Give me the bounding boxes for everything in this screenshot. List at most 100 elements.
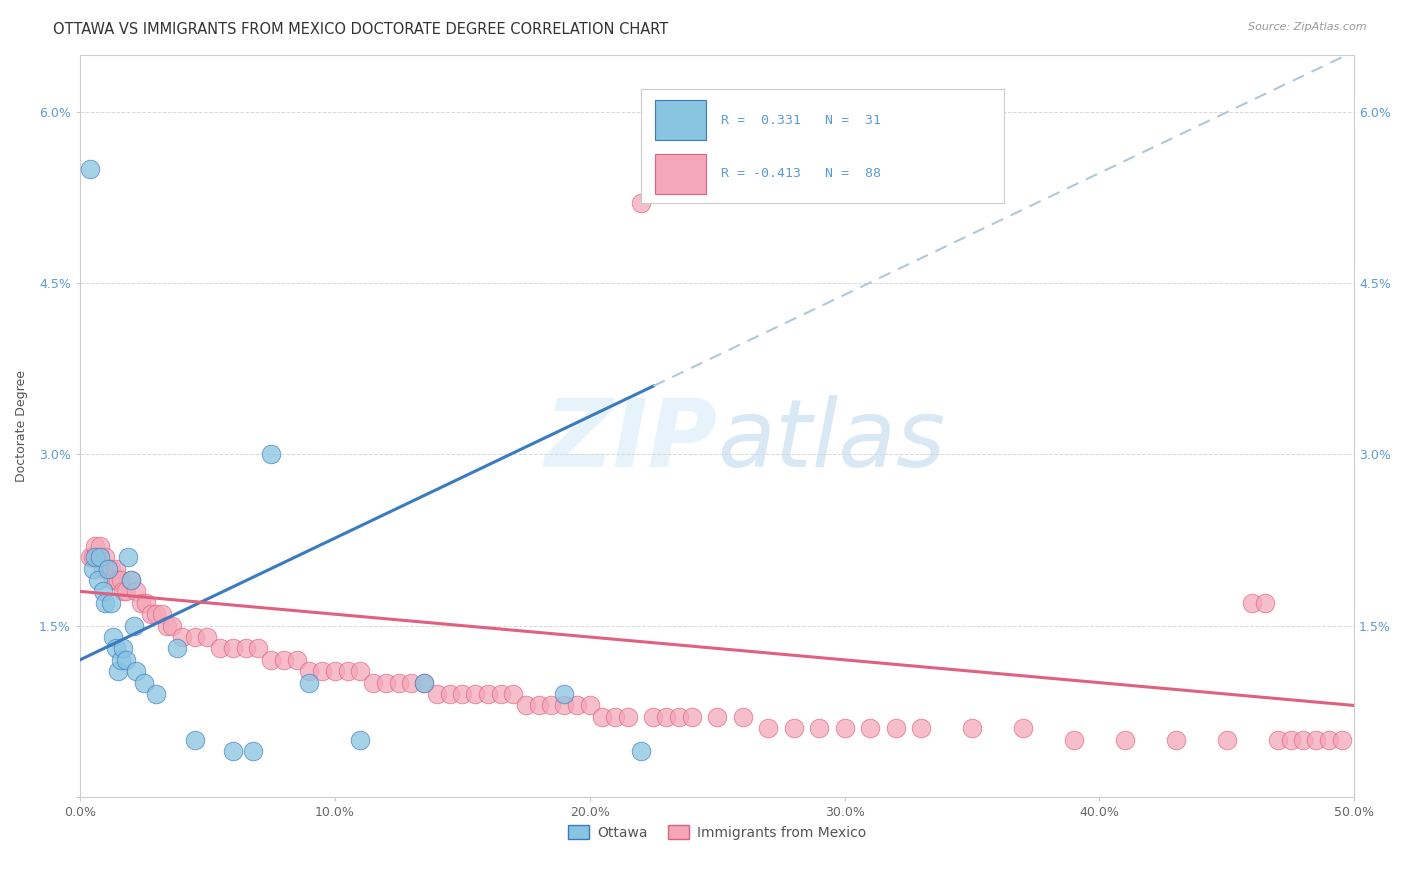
Point bbox=[630, 196, 652, 211]
Point bbox=[527, 698, 550, 713]
Point bbox=[311, 665, 333, 679]
Legend: Ottawa, Immigrants from Mexico: Ottawa, Immigrants from Mexico bbox=[562, 820, 872, 846]
Point bbox=[681, 710, 703, 724]
Point bbox=[82, 550, 104, 565]
Point bbox=[110, 653, 132, 667]
Point bbox=[782, 721, 804, 735]
Point bbox=[115, 584, 138, 599]
Point bbox=[117, 550, 139, 565]
Point bbox=[104, 641, 127, 656]
Point bbox=[145, 687, 167, 701]
Point bbox=[87, 573, 110, 587]
Point bbox=[578, 698, 600, 713]
Point bbox=[655, 710, 678, 724]
Point bbox=[553, 687, 575, 701]
Point bbox=[1267, 732, 1289, 747]
Point bbox=[413, 675, 436, 690]
Point bbox=[285, 653, 308, 667]
Point bbox=[565, 698, 588, 713]
Point bbox=[1292, 732, 1315, 747]
Point bbox=[859, 721, 882, 735]
Point bbox=[79, 550, 101, 565]
Point bbox=[451, 687, 474, 701]
Point bbox=[439, 687, 461, 701]
Point bbox=[1164, 732, 1187, 747]
Point bbox=[808, 721, 831, 735]
Point bbox=[122, 618, 145, 632]
Point bbox=[120, 573, 142, 587]
Point bbox=[540, 698, 562, 713]
Point bbox=[112, 641, 135, 656]
Point bbox=[668, 710, 690, 724]
Point bbox=[87, 550, 110, 565]
Point bbox=[84, 550, 107, 565]
Point bbox=[591, 710, 613, 724]
Point bbox=[170, 630, 193, 644]
Point bbox=[349, 732, 371, 747]
Point bbox=[1241, 596, 1264, 610]
Point bbox=[94, 550, 117, 565]
Point bbox=[125, 665, 148, 679]
Point bbox=[910, 721, 932, 735]
Point bbox=[1216, 732, 1239, 747]
Point bbox=[97, 561, 120, 575]
Point bbox=[160, 618, 183, 632]
Point bbox=[97, 561, 120, 575]
Point bbox=[756, 721, 779, 735]
Point bbox=[374, 675, 396, 690]
Point bbox=[477, 687, 499, 701]
Point bbox=[235, 641, 257, 656]
Point bbox=[141, 607, 163, 622]
Point bbox=[1279, 732, 1302, 747]
Point bbox=[1330, 732, 1353, 747]
Point bbox=[91, 584, 114, 599]
Text: atlas: atlas bbox=[717, 395, 945, 486]
Point bbox=[731, 710, 754, 724]
Point bbox=[323, 665, 346, 679]
Point bbox=[135, 596, 157, 610]
Point bbox=[884, 721, 907, 735]
Point bbox=[89, 550, 111, 565]
Text: Source: ZipAtlas.com: Source: ZipAtlas.com bbox=[1249, 22, 1367, 32]
Point bbox=[298, 665, 321, 679]
Point bbox=[260, 653, 283, 667]
Point bbox=[100, 561, 122, 575]
Point bbox=[166, 641, 188, 656]
Point bbox=[183, 630, 205, 644]
Point bbox=[349, 665, 371, 679]
Point bbox=[273, 653, 295, 667]
Point bbox=[112, 584, 135, 599]
Point bbox=[553, 698, 575, 713]
Point bbox=[413, 675, 436, 690]
Point bbox=[489, 687, 512, 701]
Point bbox=[197, 630, 219, 644]
Point bbox=[298, 675, 321, 690]
Point bbox=[960, 721, 983, 735]
Point bbox=[242, 744, 264, 758]
Point bbox=[145, 607, 167, 622]
Point bbox=[100, 596, 122, 610]
Point bbox=[101, 630, 124, 644]
Point bbox=[336, 665, 359, 679]
Point bbox=[1317, 732, 1340, 747]
Point bbox=[222, 641, 245, 656]
Point bbox=[84, 539, 107, 553]
Point bbox=[247, 641, 270, 656]
Point bbox=[132, 675, 155, 690]
Point bbox=[1305, 732, 1327, 747]
Point bbox=[1063, 732, 1085, 747]
Point bbox=[426, 687, 449, 701]
Point bbox=[706, 710, 728, 724]
Point bbox=[643, 710, 665, 724]
Point bbox=[104, 561, 127, 575]
Point bbox=[502, 687, 524, 701]
Point bbox=[834, 721, 856, 735]
Point bbox=[1254, 596, 1277, 610]
Point bbox=[91, 561, 114, 575]
Point bbox=[89, 539, 111, 553]
Point bbox=[82, 561, 104, 575]
Point bbox=[1012, 721, 1035, 735]
Text: OTTAWA VS IMMIGRANTS FROM MEXICO DOCTORATE DEGREE CORRELATION CHART: OTTAWA VS IMMIGRANTS FROM MEXICO DOCTORA… bbox=[53, 22, 669, 37]
Point bbox=[156, 618, 179, 632]
Y-axis label: Doctorate Degree: Doctorate Degree bbox=[15, 370, 28, 482]
